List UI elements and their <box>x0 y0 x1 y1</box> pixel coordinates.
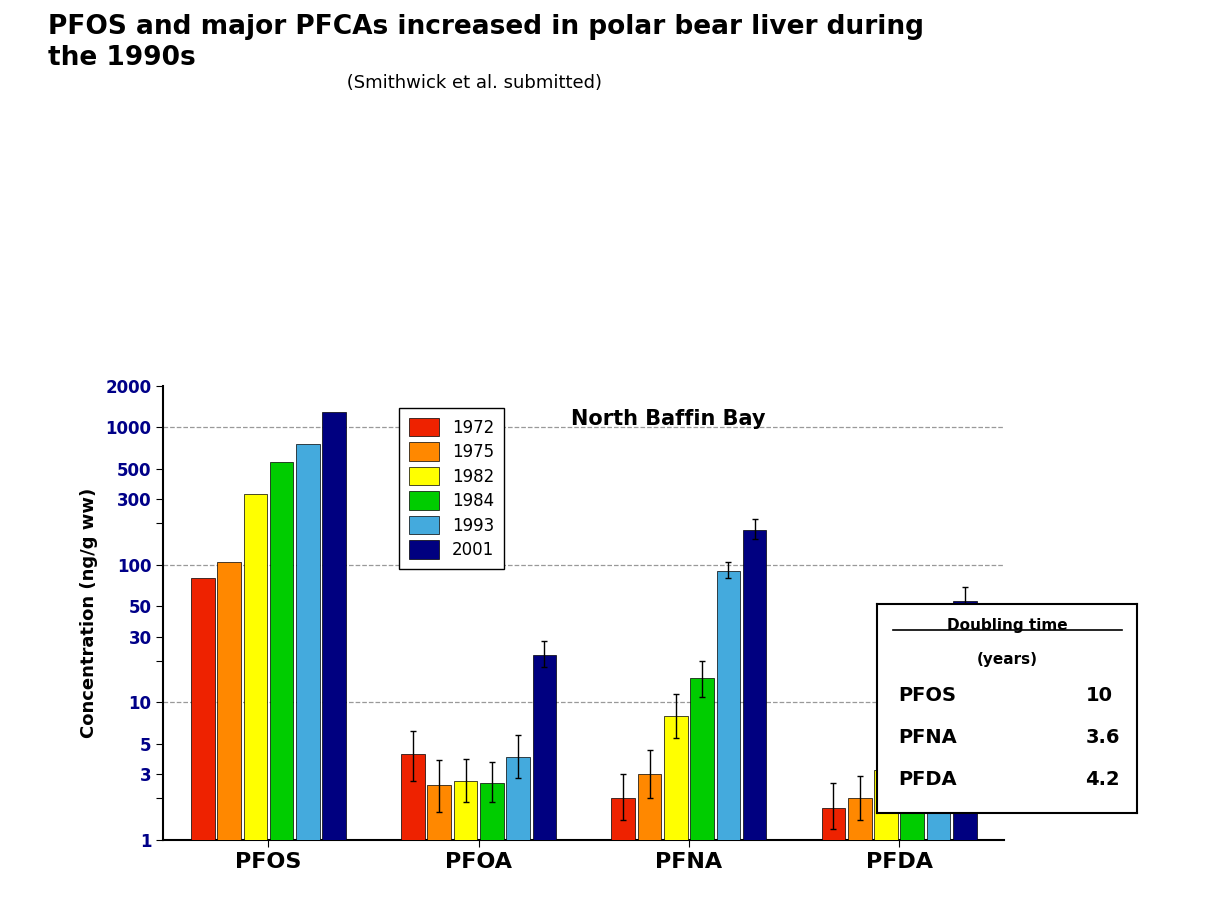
Bar <box>270 462 294 908</box>
Bar <box>611 798 635 908</box>
Text: PFOS: PFOS <box>898 686 956 706</box>
Bar <box>822 808 846 908</box>
Text: 4.2: 4.2 <box>1085 770 1120 789</box>
Bar <box>427 785 451 908</box>
Text: PFNA: PFNA <box>898 728 957 747</box>
Bar <box>480 783 503 908</box>
Text: (years): (years) <box>976 652 1038 666</box>
Legend: 1972, 1975, 1982, 1984, 1993, 2001: 1972, 1975, 1982, 1984, 1993, 2001 <box>399 408 505 569</box>
Bar <box>638 775 662 908</box>
Text: (Smithwick et al. submitted): (Smithwick et al. submitted) <box>341 74 603 93</box>
Text: PFOS and major PFCAs increased in polar bear liver during
the 1990s: PFOS and major PFCAs increased in polar … <box>48 14 924 71</box>
Bar <box>953 600 976 908</box>
Bar <box>716 571 741 908</box>
Text: 10: 10 <box>1085 686 1112 706</box>
Bar <box>191 578 214 908</box>
Bar <box>743 529 766 908</box>
Text: Doubling time: Doubling time <box>947 618 1067 634</box>
Bar <box>402 755 425 908</box>
Text: 3.6: 3.6 <box>1085 728 1120 747</box>
Bar <box>874 770 898 908</box>
Bar <box>848 798 871 908</box>
Bar <box>218 562 241 908</box>
Bar <box>506 757 530 908</box>
Bar <box>690 678 714 908</box>
Bar <box>927 627 950 908</box>
Bar <box>532 656 557 908</box>
Bar <box>296 445 319 908</box>
Bar <box>900 744 924 908</box>
Bar <box>664 716 687 908</box>
Y-axis label: Concentration (ng/g ww): Concentration (ng/g ww) <box>81 488 98 738</box>
Bar <box>322 411 346 908</box>
Bar <box>243 494 267 908</box>
Text: North Baffin Bay: North Baffin Bay <box>571 409 765 429</box>
Text: PFDA: PFDA <box>898 770 957 789</box>
Bar <box>454 781 478 908</box>
